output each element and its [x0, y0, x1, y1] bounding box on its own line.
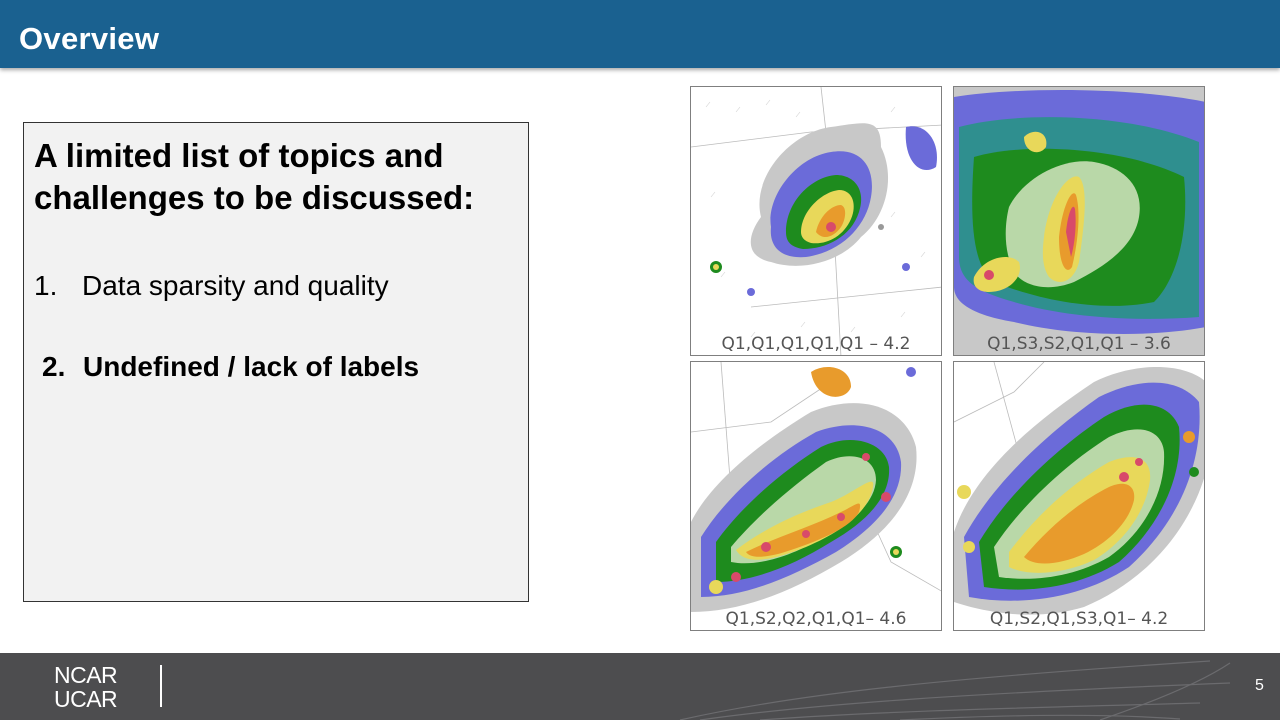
radar-caption-4: Q1,S2,Q1,S3,Q1– 4.2 — [989, 609, 1169, 629]
footer-bar: NCAR UCAR 5 — [0, 653, 1280, 720]
list-item-text: Undefined / lack of labels — [83, 351, 420, 382]
logo-line-1: NCAR — [54, 662, 118, 688]
radar-image-4 — [954, 362, 1204, 615]
title-bar: Overview — [0, 0, 1280, 68]
topics-textbox: A limited list of topics and challenges … — [23, 122, 529, 602]
list-item-number: 2. — [42, 351, 66, 382]
radar-caption-1: Q1,Q1,Q1,Q1,Q1 – 4.2 — [721, 334, 911, 354]
radar-image-1 — [691, 87, 941, 355]
swoosh-decoration — [679, 660, 1231, 720]
ncar-ucar-logo: NCAR UCAR — [54, 662, 118, 712]
radar-panel-3: Q1,S2,Q2,Q1,Q1– 4.6 — [690, 361, 942, 631]
radar-image-3 — [691, 362, 941, 612]
slide-title: Overview — [19, 21, 160, 56]
radar-panel-1: Q1,Q1,Q1,Q1,Q1 – 4.2 — [690, 86, 942, 356]
radar-panel-2: Q1,S3,S2,Q1,Q1 – 3.6 — [953, 86, 1205, 356]
radar-caption-2: Q1,S3,S2,Q1,Q1 – 3.6 — [987, 334, 1171, 354]
radar-panel-4: Q1,S2,Q1,S3,Q1– 4.2 — [953, 361, 1205, 631]
page-number: 5 — [1255, 677, 1264, 694]
logo-line-2: UCAR — [54, 686, 118, 712]
topics-heading: A limited list of topics and challenges … — [34, 137, 475, 216]
list-item: 1. Data sparsity and quality — [34, 270, 389, 302]
list-item-number: 1. — [34, 270, 58, 301]
logo-divider — [160, 665, 162, 707]
list-item-text: Data sparsity and quality — [82, 270, 389, 301]
list-item: 2. Undefined / lack of labels — [42, 351, 419, 383]
radar-caption-3: Q1,S2,Q2,Q1,Q1– 4.6 — [725, 609, 907, 629]
radar-image-2 — [954, 87, 1204, 355]
